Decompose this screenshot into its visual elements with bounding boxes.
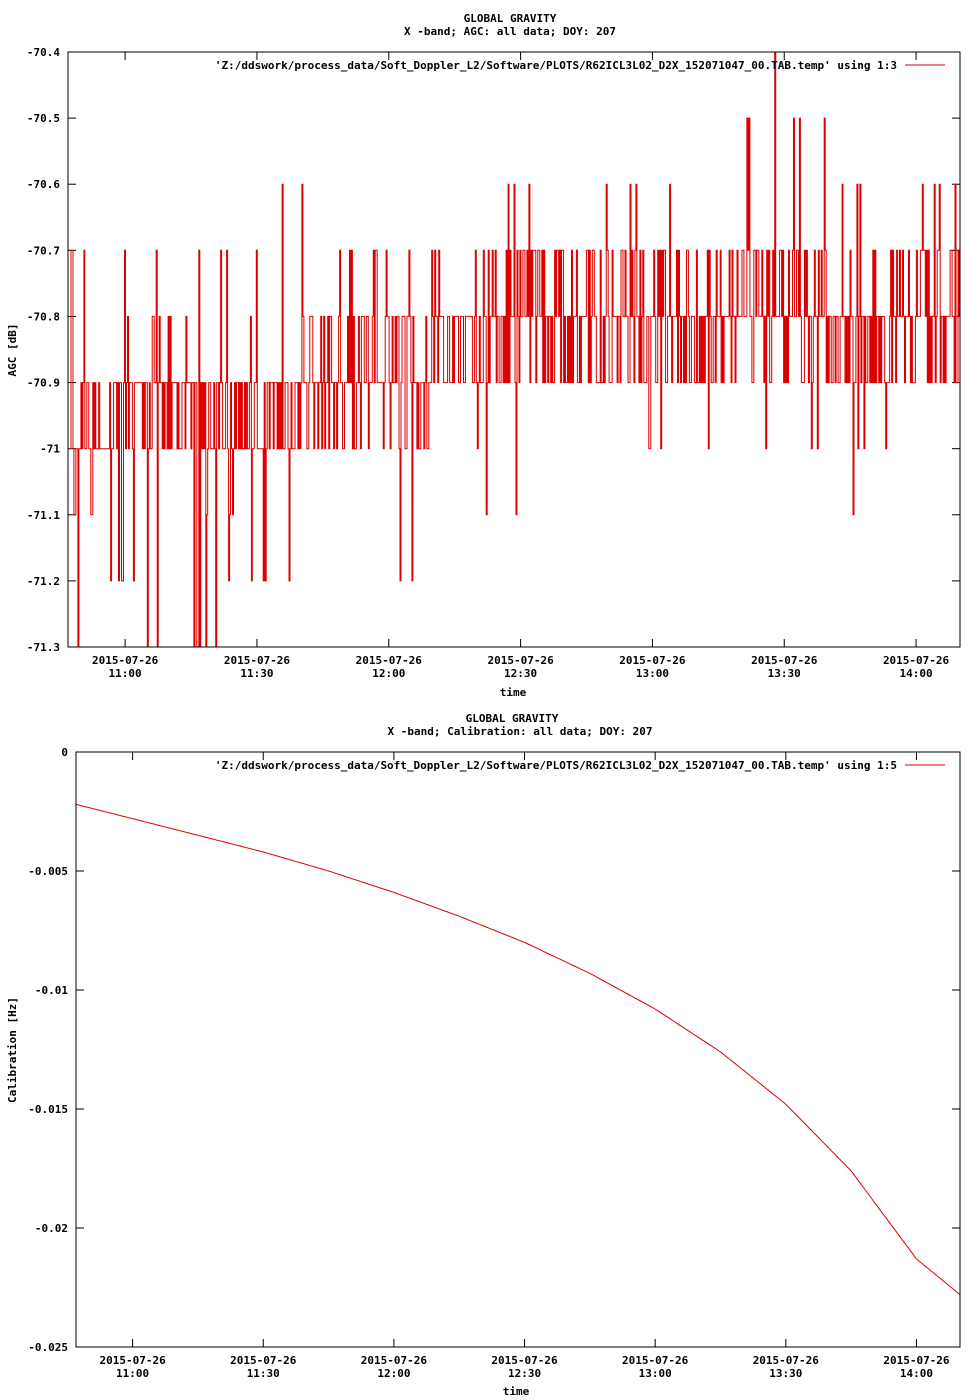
agc-chart: GLOBAL GRAVITY X -band; AGC: all data; D…	[6, 12, 961, 699]
calibration-y-tick-labels: 0 -0.005 -0.01 -0.015 -0.02 -0.025	[28, 746, 68, 1354]
agc-x-tick-labels: 2015-07-2611:002015-07-2611:302015-07-26…	[92, 654, 950, 680]
x-tick-time-label: 14:00	[899, 667, 932, 680]
x-tick-date-label: 2015-07-26	[751, 654, 818, 667]
calibration-plot-frame	[75, 751, 961, 1348]
y-tick-label: -70.6	[27, 178, 60, 191]
x-tick-time-label: 13:00	[639, 1367, 672, 1380]
x-tick-date-label: 2015-07-26	[92, 654, 159, 667]
agc-series	[68, 51, 961, 648]
x-tick-date-label: 2015-07-26	[619, 654, 686, 667]
y-tick-label: -70.7	[27, 244, 60, 257]
y-tick-label: -71.3	[27, 641, 60, 654]
y-tick-label: -71.2	[27, 575, 60, 588]
y-tick-label: -0.02	[35, 1222, 68, 1235]
agc-chart-title: GLOBAL GRAVITY	[464, 12, 557, 25]
agc-y-tick-labels: -70.4 -70.5 -70.6 -70.7 -70.8 -70.9 -71 -71.1 -7…	[27, 46, 60, 654]
x-tick-date-label: 2015-07-26	[491, 1354, 558, 1367]
calibration-chart: GLOBAL GRAVITY X -band; Calibration: all…	[6, 712, 961, 1398]
x-tick-date-label: 2015-07-26	[622, 1354, 689, 1367]
calibration-x-axis-label: time	[503, 1385, 530, 1398]
y-tick-label: -0.025	[28, 1341, 68, 1354]
calibration-chart-subtitle: X -band; Calibration: all data; DOY: 207	[388, 725, 653, 738]
y-tick-label: -0.005	[28, 865, 68, 878]
y-tick-label: -70.5	[27, 112, 60, 125]
x-tick-date-label: 2015-07-26	[356, 654, 423, 667]
agc-x-axis-label: time	[500, 686, 527, 699]
x-tick-time-label: 12:30	[508, 1367, 541, 1380]
x-tick-time-label: 11:30	[247, 1367, 280, 1380]
y-tick-label: -70.8	[27, 310, 60, 323]
x-tick-time-label: 12:30	[504, 667, 537, 680]
x-tick-time-label: 13:30	[768, 667, 801, 680]
agc-y-axis-label: AGC [dB]	[6, 324, 19, 377]
y-tick-label: -71.1	[27, 509, 60, 522]
x-tick-date-label: 2015-07-26	[487, 654, 554, 667]
x-tick-time-label: 13:30	[769, 1367, 802, 1380]
y-tick-label: -0.015	[28, 1103, 68, 1116]
x-tick-time-label: 12:00	[372, 667, 405, 680]
y-tick-label: 0	[61, 746, 68, 759]
calibration-chart-title: GLOBAL GRAVITY	[466, 712, 559, 725]
x-tick-date-label: 2015-07-26	[883, 654, 950, 667]
agc-chart-subtitle: X -band; AGC: all data; DOY: 207	[404, 25, 616, 38]
y-tick-label: -70.9	[27, 377, 60, 390]
calibration-y-axis-label: Calibration [Hz]	[6, 997, 19, 1103]
agc-legend-label: 'Z:/ddswork/process_data/Soft_Doppler_L2…	[215, 59, 897, 72]
x-tick-time-label: 13:00	[636, 667, 669, 680]
x-tick-time-label: 11:30	[240, 667, 273, 680]
x-tick-time-label: 14:00	[900, 1367, 933, 1380]
calibration-legend-label: 'Z:/ddswork/process_data/Soft_Doppler_L2…	[215, 759, 897, 772]
calibration-series-line	[75, 803, 961, 1295]
x-tick-date-label: 2015-07-26	[883, 1354, 950, 1367]
x-tick-date-label: 2015-07-26	[99, 1354, 166, 1367]
calibration-x-tick-labels: 2015-07-2611:002015-07-2611:302015-07-26…	[99, 1354, 949, 1380]
agc-plot-frame	[67, 51, 961, 648]
calibration-series	[75, 803, 961, 1295]
y-tick-label: -71	[40, 443, 60, 456]
y-tick-label: -70.4	[27, 46, 60, 59]
x-tick-date-label: 2015-07-26	[753, 1354, 820, 1367]
x-tick-time-label: 11:00	[116, 1367, 149, 1380]
agc-series-line	[68, 51, 961, 648]
y-tick-label: -0.01	[35, 984, 68, 997]
x-tick-date-label: 2015-07-26	[361, 1354, 428, 1367]
x-tick-date-label: 2015-07-26	[230, 1354, 297, 1367]
x-tick-date-label: 2015-07-26	[224, 654, 291, 667]
x-tick-time-label: 12:00	[377, 1367, 410, 1380]
x-tick-time-label: 11:00	[109, 667, 142, 680]
